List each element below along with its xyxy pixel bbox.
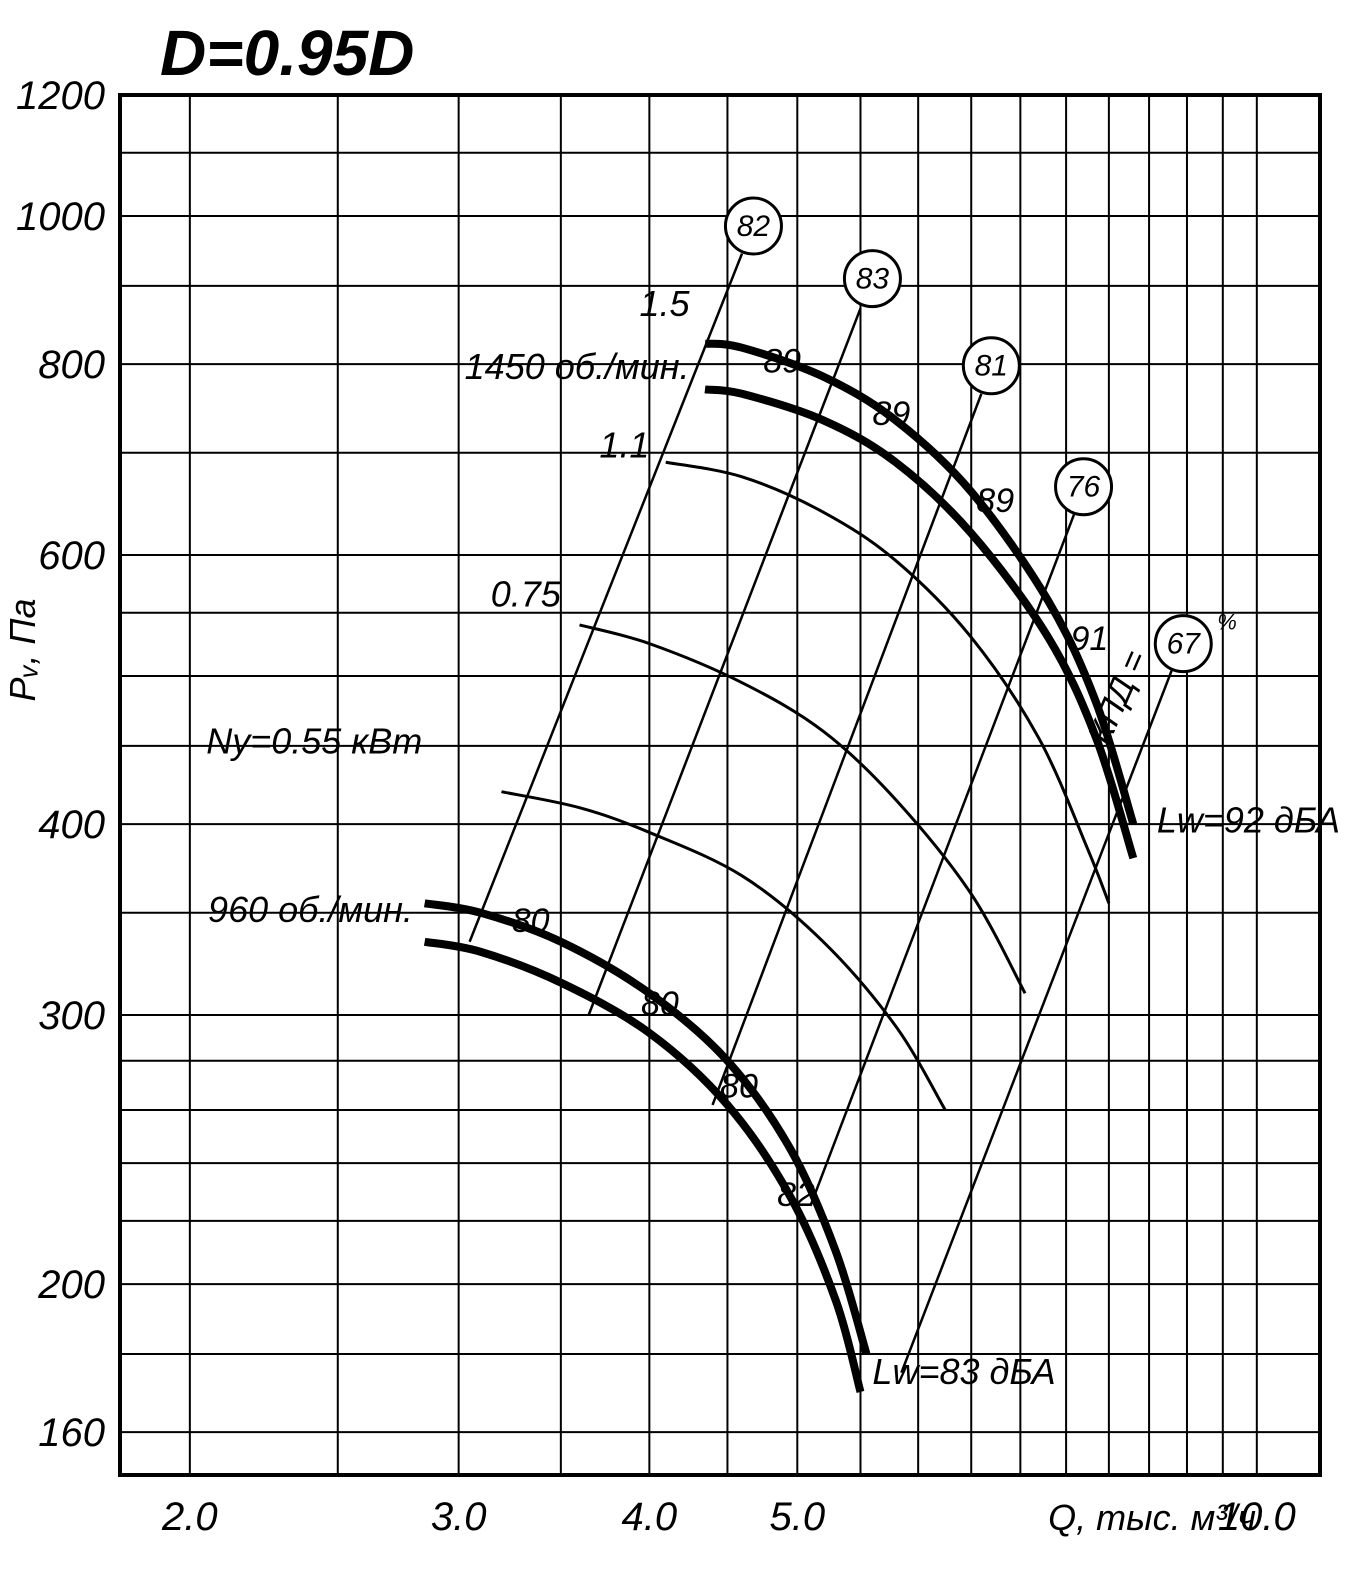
plot-frame [120, 95, 1320, 1475]
annotation-rpm_1450: 1450 об./мин. [465, 346, 690, 387]
y-tick: 160 [38, 1411, 105, 1455]
x-tick: 4.0 [622, 1495, 678, 1539]
y-tick: 1200 [16, 74, 105, 118]
annotation-p_0_75: 0.75 [491, 574, 562, 615]
y-tick: 1000 [16, 195, 105, 239]
x-tick: 2.0 [161, 1495, 218, 1539]
annotation-rpm_960: 960 об./мин. [208, 889, 413, 930]
efficiency-value: 83 [856, 263, 890, 296]
rpm-curve [666, 462, 1109, 903]
efficiency-value: 67 [1167, 628, 1202, 661]
rpm-curve [425, 903, 867, 1354]
y-tick: 300 [38, 994, 105, 1038]
y-tick: 600 [38, 534, 105, 578]
efficiency-value: 81 [975, 350, 1008, 383]
efficiency-value: 76 [1067, 471, 1101, 504]
annotation-p_1_5: 1.5 [640, 283, 691, 324]
annotation-n80c: 80 [720, 1067, 758, 1105]
y-tick: 800 [38, 343, 105, 387]
annotation-n89c: 89 [976, 482, 1014, 520]
annotation-n91: 91 [1071, 620, 1109, 658]
annotation-p_1_1: 1.1 [599, 424, 649, 465]
annotation-n80a: 80 [512, 902, 550, 940]
annotation-n82: 82 [777, 1176, 815, 1214]
annotation-n89b: 89 [872, 395, 910, 433]
annotation-lw_bot: Lw=83 дБА [872, 1351, 1055, 1392]
annotation-n80b: 80 [641, 985, 679, 1023]
efficiency-pct: % [1217, 610, 1237, 635]
efficiency-value: 82 [737, 210, 771, 243]
rpm-curve [501, 792, 945, 1110]
x-tick: 3.0 [431, 1495, 487, 1539]
x-tick: 5.0 [769, 1495, 825, 1539]
y-tick: 400 [38, 803, 105, 847]
chart-svg: D=0.95D2.03.04.05.010.016020030040060080… [0, 0, 1351, 1572]
efficiency-line [589, 308, 861, 1015]
y-tick: 200 [37, 1263, 105, 1307]
chart-title: D=0.95D [160, 17, 414, 89]
efficiency-line [901, 669, 1172, 1372]
annotation-n89a: 89 [763, 342, 801, 380]
y-axis-label: Pᵥ, Па [2, 598, 43, 701]
x-axis-label: Q, тыс. м³/ч [1048, 1497, 1256, 1538]
fan-performance-chart: D=0.95D2.03.04.05.010.016020030040060080… [0, 0, 1351, 1572]
annotation-lw_top: Lw=92 дБА [1157, 799, 1340, 840]
annotation-Nu: Nу=0.55 кВт [206, 720, 422, 761]
rpm-curve [580, 625, 1026, 993]
